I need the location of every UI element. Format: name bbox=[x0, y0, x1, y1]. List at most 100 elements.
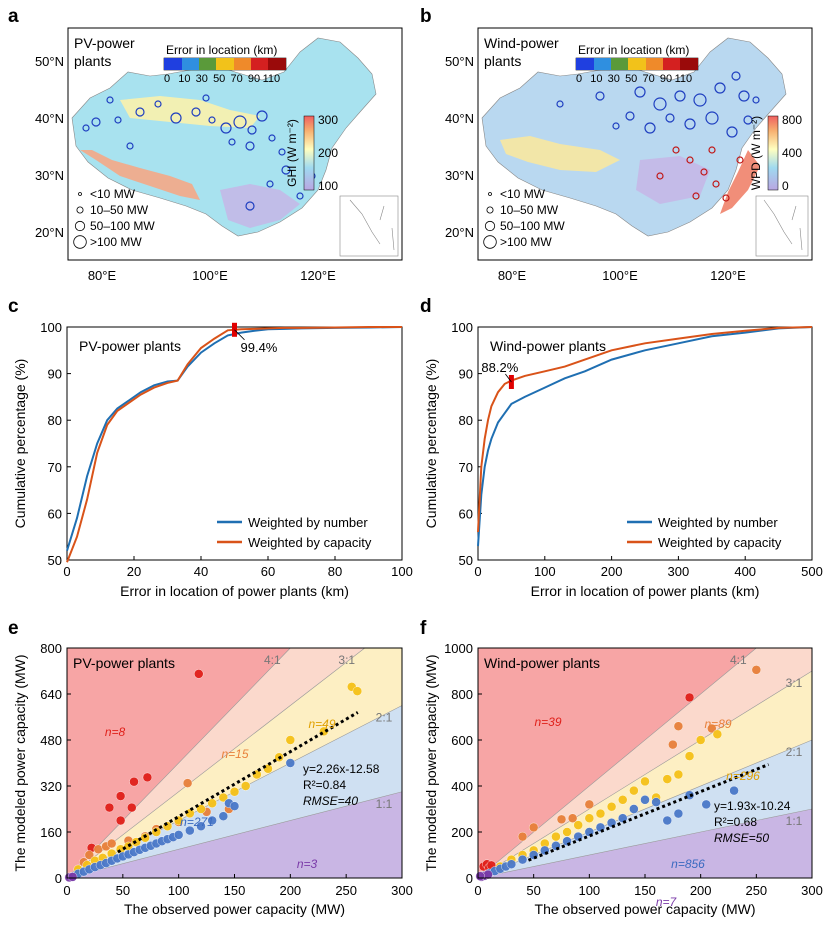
chart-title-c: PV-power plants bbox=[79, 338, 181, 354]
annotation-leader bbox=[505, 373, 512, 383]
lon-label-b: 120°E bbox=[710, 268, 746, 283]
x-tick-label: 0 bbox=[474, 564, 481, 579]
y-axis-label: Cumulative percentage (%) bbox=[12, 359, 28, 529]
chart-panel-c: c 0 20 40 60 80 100 50 60 70 80 90 100 Error in locat… bbox=[8, 296, 413, 599]
ratio-line bbox=[477, 670, 813, 879]
panel-letter-f: f bbox=[420, 618, 427, 639]
series-line-capacity bbox=[66, 326, 402, 563]
error-tick-a: 70 bbox=[230, 73, 242, 85]
data-point-orange bbox=[673, 721, 684, 731]
lon-label-a: 100°E bbox=[192, 268, 228, 283]
data-point-yellow bbox=[573, 820, 583, 830]
data-point-yellow bbox=[562, 827, 572, 837]
data-point-blue bbox=[517, 854, 528, 865]
chart-title-d: Wind-power plants bbox=[490, 338, 606, 354]
data-point-purple bbox=[67, 872, 78, 882]
error-ticks-b: 0 10 30 50 70 90 110 bbox=[576, 73, 692, 85]
wpd-colorbar-ticks: 800 400 0 bbox=[782, 113, 802, 193]
ratio-label: 2:1 bbox=[786, 745, 803, 759]
x-axis-label: Error in location of power plants (km) bbox=[120, 583, 349, 599]
y-tick-label: 60 bbox=[48, 506, 62, 521]
legend-label: Weighted by number bbox=[658, 515, 778, 530]
x-tick-label: 100 bbox=[578, 883, 600, 898]
x-tick-label: 200 bbox=[601, 564, 623, 579]
x-tick-label: 100 bbox=[534, 564, 556, 579]
error-tick-a: 0 bbox=[164, 73, 170, 85]
legend-label: Weighted by number bbox=[248, 515, 368, 530]
data-point-orange bbox=[556, 814, 567, 825]
data-point-orange bbox=[567, 813, 578, 823]
data-point-orange bbox=[707, 723, 717, 734]
error-tick-a: 50 bbox=[213, 73, 225, 85]
size-legend-label-b: >100 MW bbox=[500, 235, 552, 249]
data-point-blue bbox=[173, 830, 184, 840]
data-point-blue bbox=[662, 815, 672, 826]
count-label: n=7 bbox=[656, 895, 678, 909]
count-label: n=8 bbox=[105, 725, 126, 739]
y-tick-label: 70 bbox=[459, 460, 473, 475]
y-tick-label: 400 bbox=[451, 779, 473, 794]
annotation-label: 88.2% bbox=[481, 360, 518, 375]
fit-rmse: RMSE=40 bbox=[303, 794, 358, 808]
y-tick-label: 600 bbox=[451, 733, 473, 748]
wpd-colorbar bbox=[767, 115, 779, 191]
y-tick-label: 90 bbox=[459, 367, 473, 382]
series-line-capacity bbox=[477, 326, 813, 533]
error-tick-a: 110 bbox=[263, 73, 281, 85]
y-tick-label: 200 bbox=[451, 825, 473, 840]
x-tick-label: 150 bbox=[224, 883, 246, 898]
size-legend-circle-b bbox=[484, 220, 496, 232]
y-tick-label: 320 bbox=[40, 779, 62, 794]
inset-islands-b bbox=[763, 199, 803, 251]
colorbar-tick-a: 300 bbox=[318, 113, 338, 127]
size-legend-label-a: 10–50 MW bbox=[90, 203, 149, 217]
ratio-label: 1:1 bbox=[376, 797, 393, 811]
map-title-b-2: plants bbox=[484, 53, 521, 69]
fit-r2: R²=0.84 bbox=[303, 778, 346, 792]
size-legend-circle-b bbox=[486, 206, 494, 214]
lon-labels-a: 80°E 100°E 120°E bbox=[88, 268, 336, 283]
data-point-yellow bbox=[285, 735, 296, 745]
x-tick-label: 80 bbox=[328, 564, 342, 579]
data-point-yellow bbox=[618, 795, 628, 805]
colorbar-tick-b: 0 bbox=[782, 179, 789, 193]
colorbar-tick-b: 800 bbox=[782, 113, 802, 127]
x-axis-label: The observed power capacity (MW) bbox=[124, 901, 345, 917]
data-point-yellow bbox=[695, 735, 706, 745]
data-point-yellow bbox=[662, 774, 672, 784]
count-label: n=856 bbox=[671, 857, 705, 871]
ratio-label: 2:1 bbox=[376, 711, 393, 725]
x-tick-label: 250 bbox=[335, 883, 357, 898]
ratio-line bbox=[477, 808, 813, 879]
x-tick-label: 200 bbox=[279, 883, 301, 898]
y-tick-label: 800 bbox=[451, 687, 473, 702]
error-tick-b: 10 bbox=[590, 73, 602, 85]
data-point-yellow bbox=[584, 813, 595, 823]
data-point-yellow bbox=[229, 787, 240, 797]
count-label: n=89 bbox=[704, 717, 731, 731]
lon-label-a: 80°E bbox=[88, 268, 117, 283]
data-point-yellow bbox=[240, 781, 251, 791]
count-label: n=296 bbox=[726, 769, 760, 783]
map-panel-a: a Error in location (km) 0 10 30 50 70 90 110 … bbox=[8, 6, 403, 283]
x-tick-label: 40 bbox=[194, 564, 208, 579]
error-colorbar-a bbox=[164, 58, 286, 70]
data-point-blue bbox=[673, 808, 684, 819]
data-point-blue bbox=[285, 758, 296, 768]
legend-label: Weighted by capacity bbox=[658, 535, 782, 550]
error-ticks-a: 0 10 30 50 70 90 110 bbox=[164, 73, 280, 85]
data-point-orange bbox=[517, 831, 528, 842]
lat-label-a: 30°N bbox=[35, 168, 64, 183]
x-tick-label: 0 bbox=[63, 564, 70, 579]
data-point-red bbox=[684, 692, 695, 703]
data-point-blue bbox=[218, 811, 229, 821]
regression-line bbox=[527, 763, 770, 862]
x-tick-label: 400 bbox=[734, 564, 756, 579]
size-legend-label-b: 50–100 MW bbox=[500, 219, 565, 233]
y-tick-label: 640 bbox=[40, 687, 62, 702]
data-point-blue bbox=[629, 804, 639, 814]
size-legend-circle-b bbox=[483, 235, 497, 249]
size-legend-circle-a bbox=[74, 220, 86, 232]
ratio-label: 4:1 bbox=[264, 653, 281, 667]
data-point-orange bbox=[751, 665, 762, 675]
